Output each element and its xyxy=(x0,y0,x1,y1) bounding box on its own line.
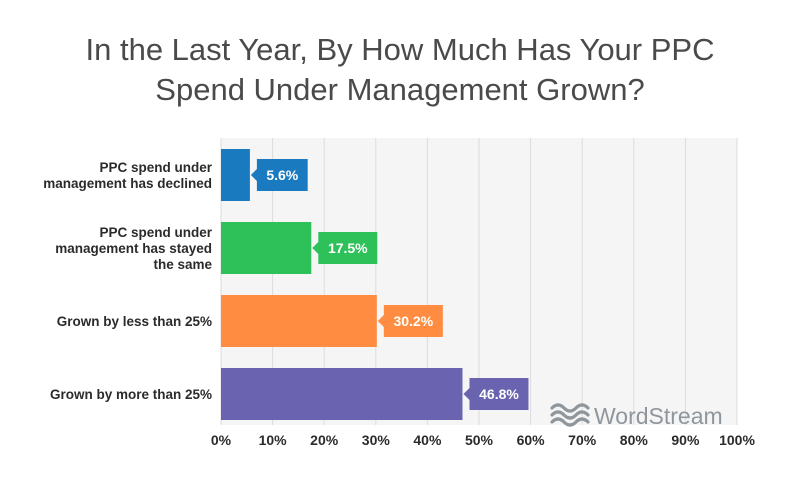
category-label-line: management has declined xyxy=(43,176,212,191)
category-label: PPC spend under management has stayed the … xyxy=(55,225,213,272)
x-tick-label: 10% xyxy=(259,432,288,448)
x-tick-label: 0% xyxy=(211,432,232,448)
data-label: 30.2% xyxy=(393,313,433,329)
category-label: Grown by less than 25% xyxy=(57,314,212,329)
wordstream-logo: WordStream xyxy=(550,403,723,429)
category-label-line: PPC spend under xyxy=(99,225,212,240)
data-label-callout xyxy=(250,159,308,191)
chart-title: In the Last Year, By How Much Has Your P… xyxy=(0,30,800,110)
category-label-line: Grown by less than 25% xyxy=(57,314,212,329)
bar xyxy=(221,149,250,201)
chart-title-line-1: In the Last Year, By How Much Has Your P… xyxy=(85,32,715,67)
category-label-line: PPC spend under xyxy=(99,160,212,175)
x-tick-label: 20% xyxy=(310,432,339,448)
category-label: PPC spend under management has declined xyxy=(43,160,213,191)
x-tick-label: 80% xyxy=(620,432,649,448)
x-tick-label: 30% xyxy=(362,432,391,448)
category-label: Grown by more than 25% xyxy=(50,387,212,402)
bar xyxy=(221,368,463,420)
data-label-callout xyxy=(463,378,529,410)
data-label-callout xyxy=(377,305,443,337)
bar xyxy=(221,295,377,347)
category-label-line: the same xyxy=(153,257,212,272)
data-label: 17.5% xyxy=(328,240,368,256)
x-tick-label: 90% xyxy=(671,432,700,448)
category-label-line: Grown by more than 25% xyxy=(50,387,212,402)
wave-logo-icon xyxy=(550,403,590,427)
category-label-line: management has stayed xyxy=(55,241,212,256)
x-tick-label: 100% xyxy=(719,432,755,448)
x-tick-label: 70% xyxy=(568,432,597,448)
x-tick-label: 60% xyxy=(517,432,546,448)
x-tick-label: 40% xyxy=(413,432,442,448)
data-label-callout xyxy=(312,232,378,264)
bar xyxy=(221,222,312,274)
x-tick-label: 50% xyxy=(465,432,494,448)
data-label: 46.8% xyxy=(479,386,519,402)
data-label: 5.6% xyxy=(266,167,298,183)
brand-name: WordStream xyxy=(594,403,723,429)
chart-title-line-2: Spend Under Management Grown? xyxy=(155,72,645,107)
